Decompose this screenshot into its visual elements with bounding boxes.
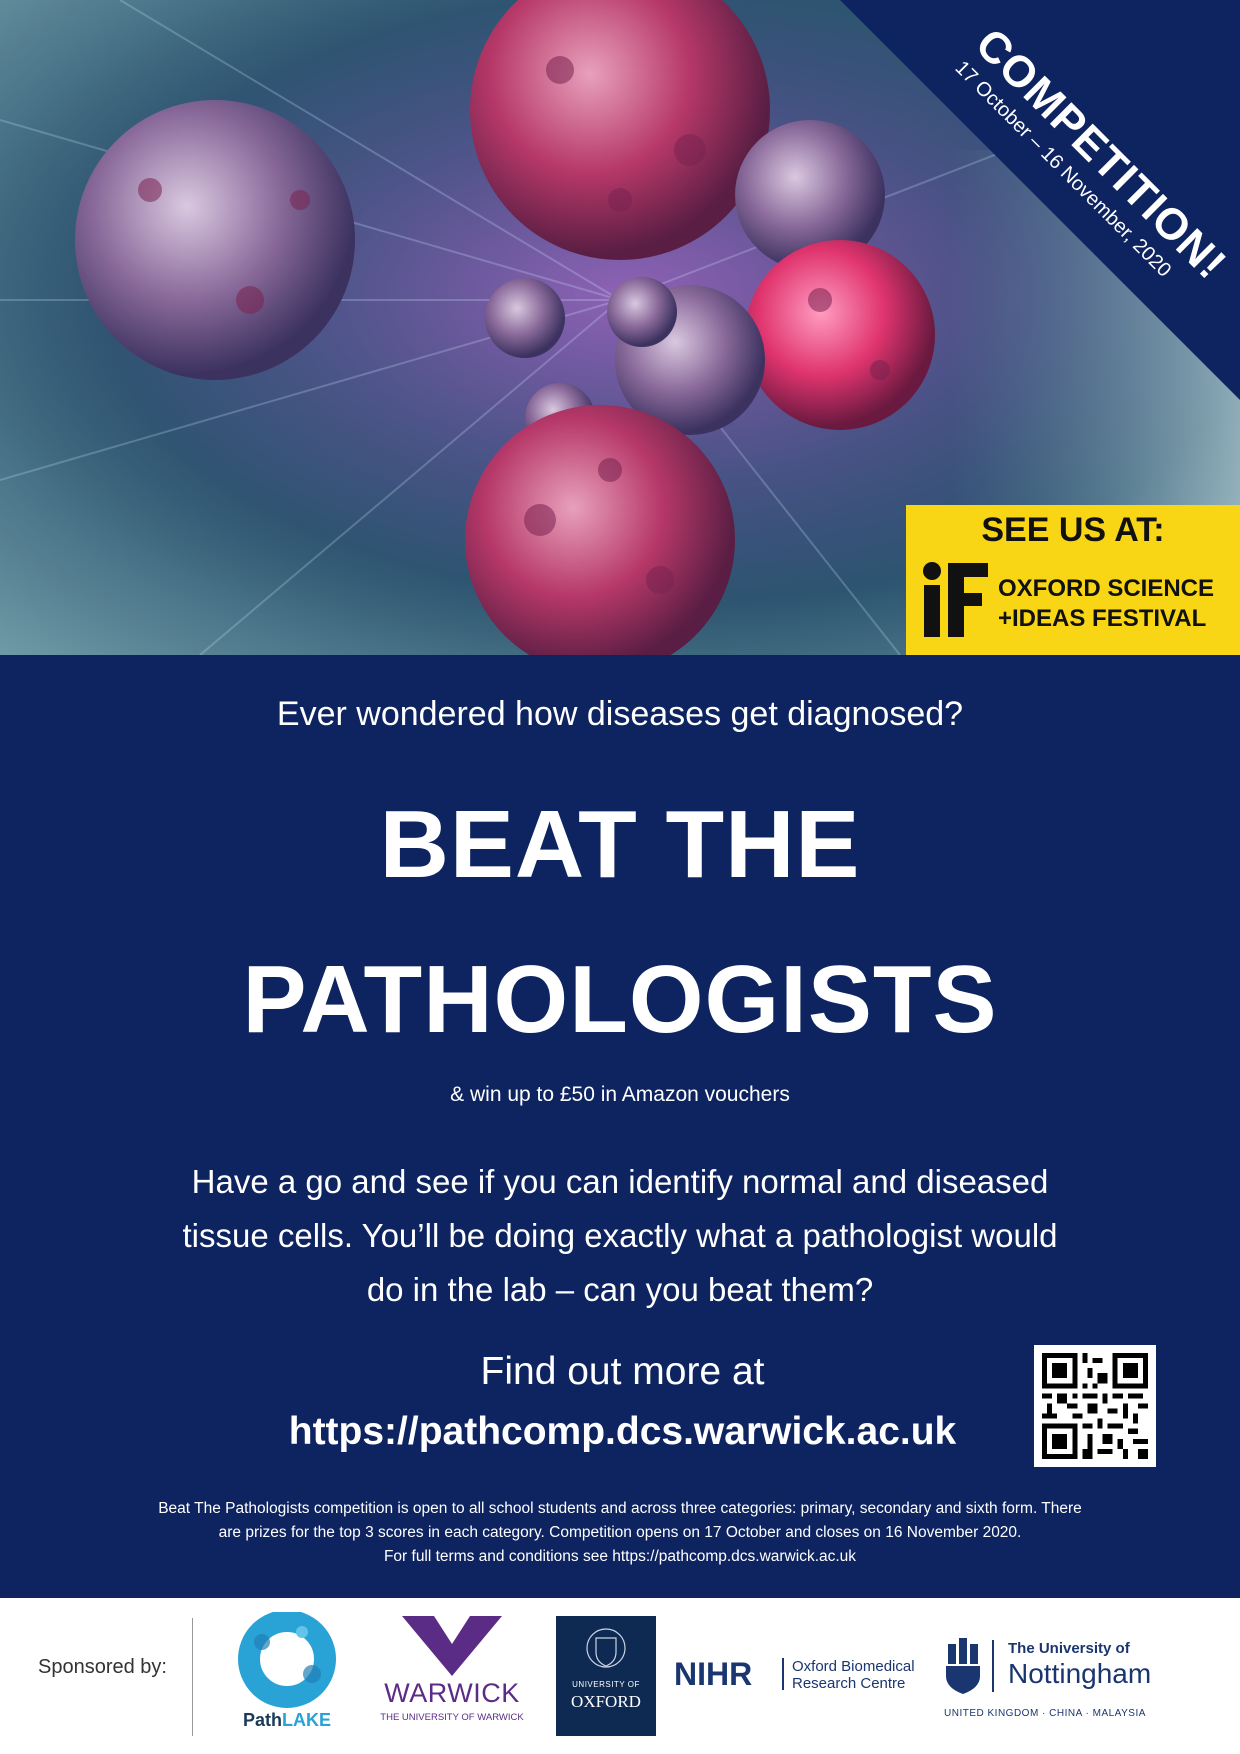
- warwick-logo: WARWICK THE UNIVERSITY OF WARWICK: [372, 1616, 532, 1736]
- intro-question: Ever wondered how diseases get diagnosed…: [276, 695, 964, 733]
- nottingham-crest-icon: [946, 1638, 980, 1694]
- nottingham-line2: Nottingham: [1008, 1658, 1152, 1689]
- terms-line2: are prizes for the top 3 scores in each …: [218, 1524, 1022, 1541]
- find-out-more: Find out more at: [480, 1350, 765, 1393]
- nihr-line2: Research Centre: [792, 1675, 906, 1692]
- oxford-big-text: OXFORD: [571, 1692, 641, 1711]
- warwick-sub: THE UNIVERSITY OF WARWICK: [380, 1712, 524, 1723]
- qr-code-icon[interactable]: [1034, 1345, 1156, 1467]
- nottingham-divider: [992, 1640, 994, 1692]
- competition-banner-bg: [840, 0, 1240, 400]
- nihr-line1: Oxford Biomedical: [792, 1658, 915, 1675]
- festival-name-line1: OXFORD SCIENCE: [998, 575, 1215, 602]
- nihr-divider: [782, 1658, 784, 1690]
- sponsor-divider: [192, 1618, 193, 1736]
- pathlake-text-b: LAKE: [282, 1710, 331, 1730]
- description: Have a go and see if you can identify no…: [182, 1163, 1058, 1308]
- oxford-small-text: UNIVERSITY OF: [572, 1680, 640, 1689]
- nihr-logo-text: NIHR: [674, 1656, 753, 1692]
- pathlake-logo: PathLAKE: [232, 1610, 342, 1742]
- terms-line1: Beat The Pathologists competition is ope…: [158, 1500, 1082, 1517]
- if-festival-logo: [923, 562, 988, 637]
- nihr-centre-text: Oxford Biomedical Research Centre: [792, 1658, 915, 1692]
- headline-line2: PATHOLOGISTS: [242, 946, 998, 1053]
- warwick-name: WARWICK: [384, 1678, 520, 1708]
- prize-text: & win up to £50 in Amazon vouchers: [450, 1083, 790, 1106]
- oxford-logo: UNIVERSITY OF OXFORD: [556, 1616, 656, 1736]
- hero-image: COMPETITION! 17 October – 16 November, 2…: [0, 0, 1240, 655]
- terms-line3: For full terms and conditions see https:…: [383, 1548, 857, 1565]
- website-link[interactable]: https://pathcomp.dcs.warwick.ac.uk: [288, 1410, 957, 1453]
- oxford-crest-icon: [586, 1628, 626, 1668]
- festival-name-line2: +IDEAS FESTIVAL: [998, 605, 1207, 632]
- main-panel: Ever wondered how diseases get diagnosed…: [0, 655, 1240, 1598]
- headline-line1: BEAT THE: [379, 791, 861, 898]
- sponsors-footer: Sponsored by: PathLAKE WARWICK THE UNIVE…: [0, 1598, 1240, 1754]
- terms-text: Beat The Pathologists competition is ope…: [60, 1497, 1180, 1569]
- festival-box: SEE US AT: OXFORD SCIENCE +IDEAS FESTIVA…: [906, 505, 1240, 655]
- nottingham-sub: UNITED KINGDOM · CHINA · MALAYSIA: [944, 1708, 1146, 1719]
- see-us-title: SEE US AT:: [981, 511, 1165, 549]
- sponsored-by-label: Sponsored by:: [38, 1656, 167, 1678]
- nottingham-line1: The University of: [1008, 1640, 1130, 1657]
- pathlake-text-a: Path: [242, 1710, 282, 1730]
